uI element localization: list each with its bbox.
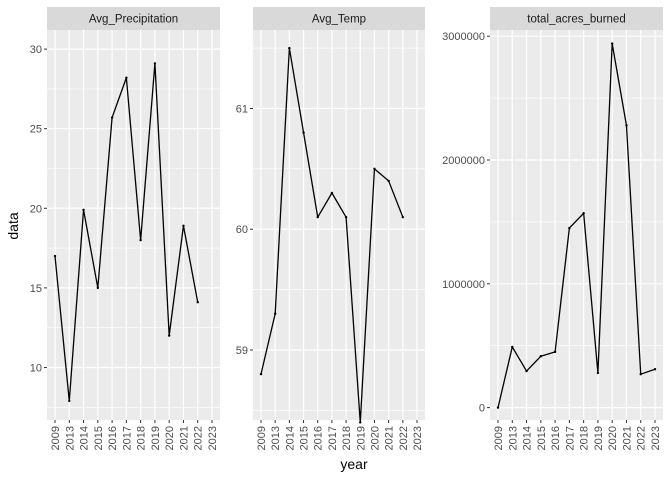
x-tick-label: 2020 xyxy=(164,426,176,450)
data-point xyxy=(273,312,277,315)
y-axis-title: data xyxy=(5,212,21,239)
data-point xyxy=(196,301,199,304)
x-tick-label: 2014 xyxy=(284,426,296,450)
y-tick-label: 2000000 xyxy=(442,155,485,167)
x-tick-label: 2013 xyxy=(64,426,76,450)
x-tick-label: 2022 xyxy=(398,426,410,450)
x-tick-label: 2023 xyxy=(207,426,219,450)
x-tick-label: 2022 xyxy=(636,426,648,450)
data-point xyxy=(401,215,405,219)
x-tick-label: 2018 xyxy=(136,426,148,450)
data-point xyxy=(582,212,585,215)
facet-strip xyxy=(253,7,425,30)
data-point xyxy=(359,421,362,424)
y-tick-label: 60 xyxy=(236,224,248,236)
data-point xyxy=(125,76,128,79)
x-tick-label: 2009 xyxy=(256,426,268,450)
x-tick-label: 2009 xyxy=(493,426,505,450)
data-point xyxy=(96,286,100,290)
y-tick-label: 10 xyxy=(30,362,42,374)
data-point xyxy=(167,334,171,337)
data-point xyxy=(182,224,185,227)
x-tick-label: 2019 xyxy=(150,426,162,450)
data-point xyxy=(53,254,57,258)
x-tick-label: 2017 xyxy=(564,426,576,450)
data-point xyxy=(288,46,291,50)
x-tick-label: 2015 xyxy=(299,426,311,450)
facet-strip-label: Avg_Precipitation xyxy=(89,14,178,26)
y-tick-label: 25 xyxy=(30,124,42,136)
data-point xyxy=(625,124,628,127)
facet-strip-label: Avg_Temp xyxy=(312,14,366,26)
x-tick-label: 2017 xyxy=(327,426,339,450)
data-point xyxy=(139,238,142,242)
y-tick-label: 1000000 xyxy=(442,279,485,291)
data-point xyxy=(610,42,614,45)
data-point xyxy=(387,179,390,183)
data-point xyxy=(316,215,319,219)
x-tick-label: 2016 xyxy=(313,426,325,450)
x-tick-label: 2013 xyxy=(507,426,519,450)
y-tick-label: 0 xyxy=(479,403,485,415)
x-tick-label: 2017 xyxy=(121,426,133,450)
data-point xyxy=(553,350,557,354)
y-tick-label: 61 xyxy=(236,103,248,115)
x-tick-label: 2023 xyxy=(412,426,424,450)
panel-background xyxy=(490,30,663,420)
facet-panel-total_acres_burned: total_acres_burned 0 1000000 2000000 3000000… xyxy=(442,7,663,450)
y-tick-label: 3000000 xyxy=(442,31,485,43)
x-tick-label: 2018 xyxy=(341,426,353,450)
facet-strip-label: total_acres_burned xyxy=(527,14,625,26)
data-point xyxy=(539,355,543,358)
x-tick-label: 2018 xyxy=(579,426,591,450)
data-point xyxy=(68,399,71,403)
panel-background xyxy=(47,30,220,420)
data-point xyxy=(330,191,334,195)
facet-strip xyxy=(47,7,220,30)
data-point xyxy=(596,371,600,375)
data-point xyxy=(639,372,642,376)
data-point xyxy=(82,208,85,212)
data-point xyxy=(344,215,348,219)
x-tick-label: 2021 xyxy=(384,426,396,450)
y-tick-label: 20 xyxy=(30,203,42,215)
data-point xyxy=(259,372,263,376)
panel-background xyxy=(253,30,425,420)
facet-strip xyxy=(490,7,663,30)
data-point xyxy=(653,368,657,371)
x-tick-label: 2021 xyxy=(621,426,633,450)
series-line xyxy=(497,42,656,408)
data-point xyxy=(153,62,157,65)
y-tick-label: 30 xyxy=(30,44,42,56)
x-tick-label: 2021 xyxy=(178,426,190,450)
data-point xyxy=(110,116,114,119)
x-tick-label: 2014 xyxy=(79,426,91,450)
x-tick-label: 2015 xyxy=(536,426,548,450)
x-axis-title: year xyxy=(340,456,368,472)
x-tick-label: 2023 xyxy=(650,426,662,450)
x-tick-label: 2015 xyxy=(93,426,105,450)
x-tick-label: 2013 xyxy=(270,426,282,450)
x-tick-label: 2020 xyxy=(607,426,619,450)
data-point xyxy=(525,369,528,373)
y-tick-label: 59 xyxy=(236,345,248,357)
x-tick-label: 2014 xyxy=(522,426,534,450)
x-tick-label: 2016 xyxy=(550,426,562,450)
y-tick-label: 15 xyxy=(30,283,42,295)
x-tick-label: 2009 xyxy=(50,426,62,450)
data-point xyxy=(568,226,571,230)
data-point xyxy=(496,406,500,409)
x-tick-label: 2016 xyxy=(107,426,119,450)
data-point xyxy=(302,131,305,134)
data-point xyxy=(373,167,376,171)
x-tick-label: 2020 xyxy=(369,426,381,450)
data-point xyxy=(511,345,514,349)
x-tick-label: 2019 xyxy=(593,426,605,450)
x-tick-label: 2022 xyxy=(193,426,205,450)
x-tick-label: 2019 xyxy=(355,426,367,450)
